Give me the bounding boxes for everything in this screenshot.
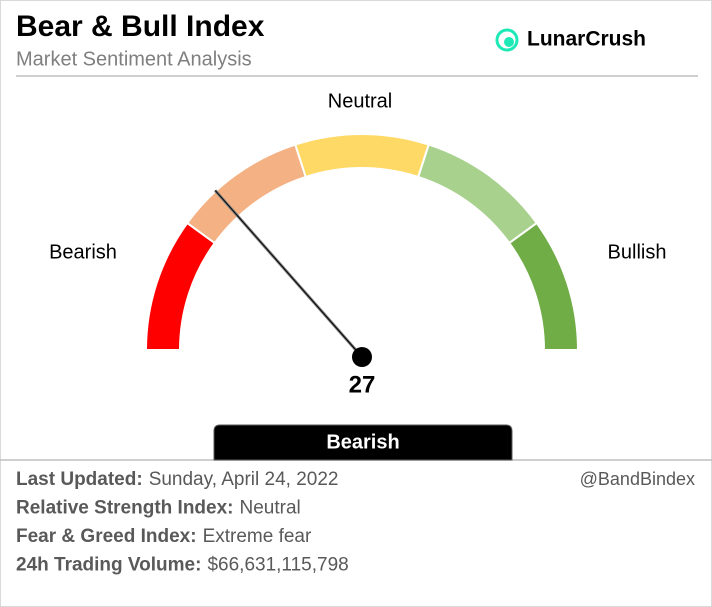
info-value: Sunday, April 24, 2022 (149, 469, 339, 490)
brand-logo (495, 28, 519, 52)
info-row: Relative Strength Index: Neutral (16, 498, 301, 519)
info-row: 24h Trading Volume: $66,631,115,798 (16, 555, 349, 576)
info-value: $66,631,115,798 (207, 555, 348, 576)
brand-name: LunarCrush (527, 28, 646, 51)
logo-ring (495, 28, 519, 52)
range-label: Bearish (49, 241, 117, 263)
info-value: Extreme fear (203, 526, 312, 547)
info-value: Neutral (240, 498, 301, 519)
status-box (213, 424, 513, 461)
range-label: Bullish (608, 241, 667, 263)
info-row: Last Updated: Sunday, April 24, 2022 (16, 469, 338, 490)
gauge-value: 27 (349, 371, 376, 398)
chart-subtitle: Market Sentiment Analysis (16, 48, 252, 70)
info-label: Last Updated: (16, 469, 143, 490)
range-label: Neutral (328, 90, 392, 112)
needle-core (214, 190, 363, 358)
footer-info: Last Updated: Sunday, April 24, 2022 Relat… (16, 469, 349, 576)
handle: @BandBindex (580, 469, 695, 489)
gauge: 27 (144, 133, 580, 398)
gauge-band (507, 221, 580, 351)
info-label: Relative Strength Index: (16, 498, 234, 519)
logo-dot (504, 37, 514, 47)
info-label: 24h Trading Volume: (16, 555, 201, 576)
info-label: Fear & Greed Index: (16, 526, 197, 547)
status-label: Bearish (326, 431, 399, 453)
chart-title: Bear & Bull Index (16, 10, 265, 43)
info-row: Fear & Greed Index: Extreme fear (16, 526, 312, 547)
needle-hub (352, 347, 372, 367)
